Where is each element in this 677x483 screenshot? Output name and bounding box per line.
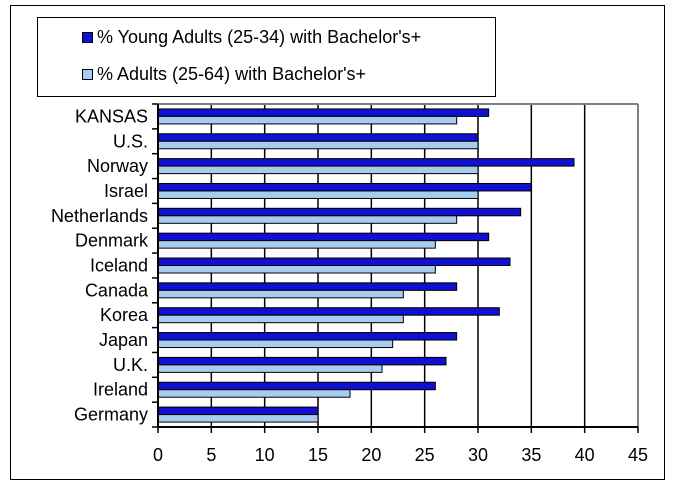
category-label: Germany — [74, 405, 148, 425]
bar-adults-ireland — [157, 389, 351, 398]
bar-young-adults-israel — [157, 182, 532, 192]
legend-swatch-young-adults — [82, 31, 93, 43]
bar-young-adults-japan — [157, 332, 458, 341]
legend-swatch-adults — [82, 68, 93, 80]
category-labels: KANSAS U.S. Norway Israel Netherlands Denmark… — [51, 106, 149, 424]
bar-young-adults-denmark — [157, 232, 490, 242]
bar-adults-denmark — [157, 240, 436, 249]
bar-adults-iceland — [157, 265, 436, 274]
legend: % Young Adults (25-34) with Bachelor's+ … — [37, 17, 496, 97]
legend-label-young-adults: % Young Adults (25-34) with Bachelor's+ — [97, 26, 422, 47]
category-label: Netherlands — [51, 206, 148, 226]
bar-young-adults-u-s- — [157, 133, 479, 142]
bar-young-adults-netherlands — [157, 207, 522, 217]
bar-young-adults-korea — [157, 307, 500, 316]
bar-adults-u-k- — [157, 364, 383, 373]
axes — [152, 103, 639, 433]
x-tick-label: 40 — [575, 445, 595, 465]
bar-adults-netherlands — [157, 215, 458, 224]
bar-adults-canada — [157, 289, 404, 299]
bar-adults-u-s- — [157, 140, 479, 150]
category-label: Korea — [100, 305, 149, 325]
x-tick-label: 0 — [153, 445, 163, 465]
bar-young-adults-canada — [157, 282, 458, 291]
bar-adults-japan — [157, 339, 394, 349]
category-label: Japan — [99, 330, 148, 350]
bar-young-adults-ireland — [157, 381, 436, 391]
x-tick-label: 10 — [255, 445, 275, 465]
x-tick-label: 5 — [206, 445, 216, 465]
bar-young-adults-u-k- — [157, 356, 447, 366]
category-label: Israel — [104, 181, 148, 201]
bar-adults-kansas — [157, 115, 458, 125]
category-label: Canada — [85, 280, 149, 300]
x-tick-label: 45 — [628, 445, 648, 465]
bar-young-adults-iceland — [157, 257, 511, 266]
legend-item-young-adults: % Young Adults (25-34) with Bachelor's+ — [82, 25, 421, 49]
bar-adults-israel — [157, 190, 479, 199]
bars — [157, 108, 575, 423]
category-label: Iceland — [90, 256, 148, 276]
bar-adults-korea — [157, 314, 404, 324]
category-label: U.S. — [113, 131, 148, 151]
bar-young-adults-kansas — [157, 108, 490, 117]
bar-adults-norway — [157, 165, 479, 175]
category-label: Norway — [87, 156, 148, 176]
x-tick-label: 20 — [361, 445, 381, 465]
category-label: U.K. — [113, 355, 148, 375]
category-label: KANSAS — [75, 106, 148, 126]
bar-young-adults-norway — [157, 158, 575, 167]
bar-young-adults-germany — [157, 406, 319, 416]
legend-item-adults: % Adults (25-64) with Bachelor's+ — [82, 62, 366, 86]
bar-adults-germany — [157, 414, 319, 423]
x-tick-label: 30 — [468, 445, 488, 465]
tick-labels: 0 5 10 15 20 25 30 35 40 45 — [153, 445, 648, 465]
legend-label-adults: % Adults (25-64) with Bachelor's+ — [97, 63, 367, 84]
category-label: Ireland — [93, 380, 148, 400]
category-label: Denmark — [75, 231, 149, 251]
x-tick-label: 15 — [308, 445, 328, 465]
x-tick-label: 35 — [521, 445, 541, 465]
x-tick-label: 25 — [415, 445, 435, 465]
